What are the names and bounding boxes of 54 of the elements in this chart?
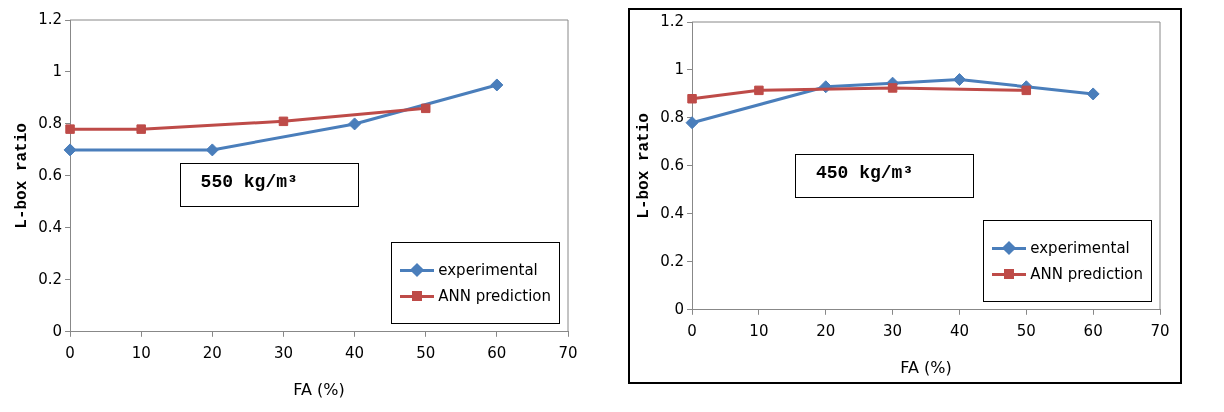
x-tick-label: 10 [749,321,769,340]
y-tick-label: 1.2 [38,9,63,28]
y-tick-label: 0 [674,299,685,318]
y-tick-label: 1 [674,59,685,78]
x-tick-label: 0 [687,321,697,340]
point [63,143,77,157]
point [1086,87,1100,101]
legend-label: experimental [1030,238,1130,257]
x-tick-label: 50 [416,343,436,362]
y-tick-label: 0.4 [38,217,63,236]
x-tick-label: 40 [345,343,365,362]
text-box: 450 kg/m³ [795,154,975,199]
point [348,117,362,131]
point [136,124,146,134]
point [887,83,898,93]
point [754,85,764,96]
x-axis-title: FA (%) [293,379,345,399]
legend-label: experimental [438,260,538,279]
point [205,143,219,157]
x-tick-label: 20 [202,343,222,362]
point [278,116,289,127]
y-tick-label: 0.4 [660,203,685,222]
point [952,73,966,87]
point [65,124,75,134]
x-tick-label: 0 [65,343,75,362]
y-tick-label: 0.2 [660,251,685,270]
x-tick-label: 50 [1016,321,1036,340]
x-tick-label: 10 [131,343,151,362]
y-tick-label: 0.6 [660,155,685,174]
y-tick-label: 1.2 [660,11,685,30]
point [687,94,697,104]
x-tick-label: 30 [273,343,294,362]
point [1021,85,1032,96]
y-axis-title: L-box ratio [634,113,653,219]
y-tick-label: 0.8 [660,107,685,126]
y-tick-label: 0.8 [38,113,63,132]
point [685,116,699,130]
point [420,103,431,114]
x-tick-label: 30 [883,321,903,340]
y-tick-label: 0.2 [38,269,63,288]
text-box: 550 kg/m³ [179,163,359,208]
legend-label: ANN prediction [438,286,551,305]
point [490,78,504,92]
y-tick-label: 0.6 [38,165,63,184]
x-tick-label: 60 [1083,321,1103,340]
y-tick-label: 1 [52,61,63,80]
x-tick-label: 40 [949,321,969,340]
x-tick-label: 60 [487,343,507,362]
x-axis-title: FA (%) [900,357,952,377]
x-tick-label: 70 [1150,321,1170,340]
legend-label: ANN prediction [1030,264,1143,283]
y-axis-title: L-box ratio [12,123,31,229]
x-tick-label: 70 [558,343,578,362]
x-tick-label: 20 [816,321,836,340]
